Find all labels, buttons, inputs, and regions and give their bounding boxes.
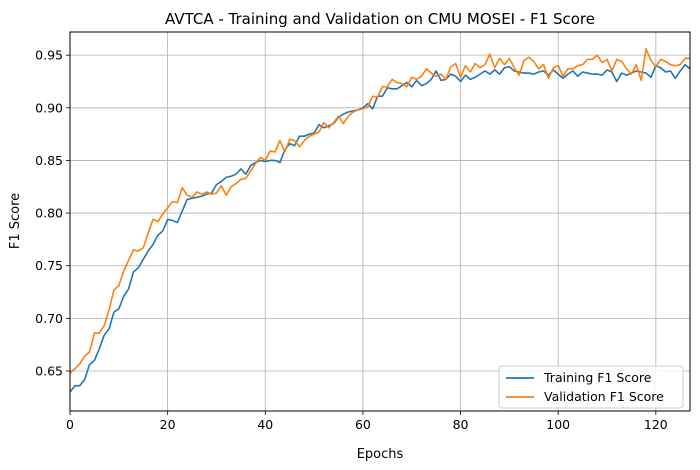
y-tick-label: 0.70 bbox=[35, 311, 63, 326]
y-axis-ticks: 0.65 0.70 0.75 0.80 0.85 0.90 0.95 bbox=[35, 48, 70, 378]
legend-label-training: Training F1 Score bbox=[543, 370, 652, 385]
y-tick-label: 0.90 bbox=[35, 100, 63, 115]
y-tick-label: 0.65 bbox=[35, 363, 63, 378]
x-tick-label: 120 bbox=[644, 417, 668, 432]
y-tick-label: 0.80 bbox=[35, 206, 63, 221]
x-tick-label: 60 bbox=[355, 417, 371, 432]
x-axis-ticks: 0 20 40 60 80 100 120 bbox=[66, 411, 668, 432]
y-tick-label: 0.75 bbox=[35, 258, 63, 273]
series-lines bbox=[70, 48, 690, 393]
chart-title: AVTCA - Training and Validation on CMU M… bbox=[165, 10, 595, 28]
legend-label-validation: Validation F1 Score bbox=[544, 389, 664, 404]
x-tick-label: 80 bbox=[453, 417, 469, 432]
validation-f1-line bbox=[70, 48, 690, 374]
y-tick-label: 0.95 bbox=[35, 48, 63, 63]
x-tick-label: 20 bbox=[160, 417, 176, 432]
grid-lines bbox=[69, 32, 690, 411]
y-tick-label: 0.85 bbox=[35, 153, 63, 168]
legend-box bbox=[498, 365, 684, 409]
x-axis-label: Epochs bbox=[357, 447, 404, 462]
plot-frame bbox=[69, 31, 691, 412]
x-tick-label: 100 bbox=[546, 417, 570, 432]
y-axis-label: F1 Score bbox=[8, 193, 23, 249]
training-f1-line bbox=[70, 63, 690, 393]
x-tick-label: 0 bbox=[66, 417, 74, 432]
x-tick-label: 40 bbox=[257, 417, 273, 432]
legend: Training F1 Score Validation F1 Score bbox=[498, 365, 684, 409]
